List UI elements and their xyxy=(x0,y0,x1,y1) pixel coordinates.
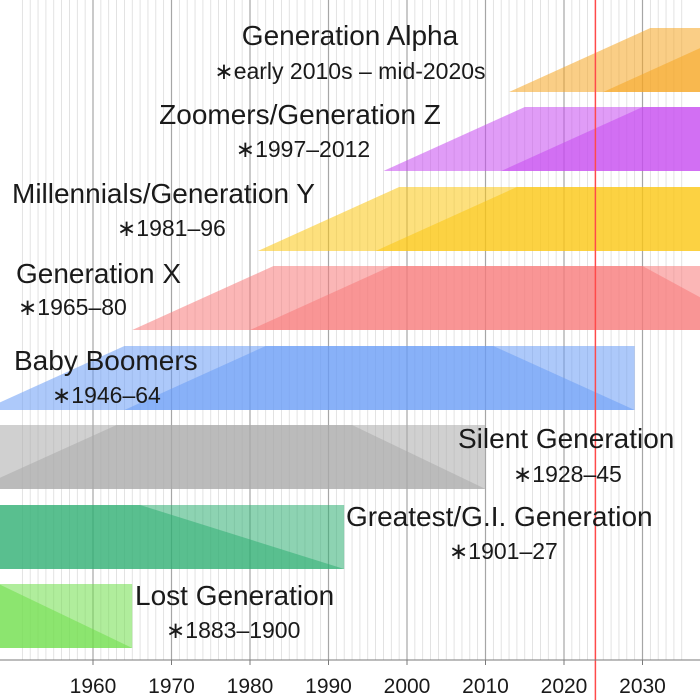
band-lost xyxy=(0,584,133,648)
generation-labels: Generation Alpha ∗early 2010s – mid-2020s… xyxy=(12,20,674,643)
generation-years-millennials: ∗1981–96 xyxy=(117,215,226,241)
band-lost-inner xyxy=(0,584,133,648)
generation-years-genz: ∗1997–2012 xyxy=(236,136,370,162)
generation-name-genx: Generation X xyxy=(16,258,181,289)
x-tick-label: 2020 xyxy=(541,675,588,698)
x-axis: 1960 1970 1980 1990 2000 2010 2020 2030 xyxy=(0,659,700,698)
band-millennials xyxy=(257,187,700,251)
x-tick-label: 1980 xyxy=(227,675,274,698)
generation-years-alpha: ∗early 2010s – mid-2020s xyxy=(214,58,485,84)
band-silent-inner xyxy=(0,425,486,489)
generation-name-alpha: Generation Alpha xyxy=(242,20,459,51)
x-tick-label: 2030 xyxy=(619,675,666,698)
generation-years-genx: ∗1965–80 xyxy=(18,294,127,320)
band-genz xyxy=(383,107,700,171)
band-greatest-inner xyxy=(0,505,345,569)
band-genx xyxy=(132,266,700,330)
band-genx-inner xyxy=(250,266,700,330)
x-tick-label: 1970 xyxy=(148,675,195,698)
band-boomers-inner xyxy=(124,346,635,410)
band-greatest xyxy=(0,505,345,569)
band-silent xyxy=(0,425,486,489)
generation-name-greatest: Greatest/G.I. Generation xyxy=(346,501,653,532)
generation-name-millennials: Millennials/Generation Y xyxy=(12,178,315,209)
band-alpha-inner xyxy=(603,48,700,92)
x-tick-label: 1960 xyxy=(70,675,117,698)
generation-years-silent: ∗1928–45 xyxy=(513,461,622,487)
generation-years-boomers: ∗1946–64 xyxy=(52,382,161,408)
generation-bands xyxy=(0,28,700,648)
x-tick-label: 2010 xyxy=(462,675,509,698)
generation-name-lost: Lost Generation xyxy=(135,580,334,611)
band-genz-inner xyxy=(501,107,700,171)
band-boomers xyxy=(0,346,635,410)
band-alpha xyxy=(509,28,700,92)
generation-name-boomers: Baby Boomers xyxy=(14,345,198,376)
generation-years-lost: ∗1883–1900 xyxy=(166,617,300,643)
generation-years-greatest: ∗1901–27 xyxy=(449,538,558,564)
generation-name-genz: Zoomers/Generation Z xyxy=(159,99,441,130)
x-tick-label: 2000 xyxy=(384,675,431,698)
band-millennials-inner xyxy=(375,187,700,251)
x-tick-label: 1990 xyxy=(305,675,352,698)
generation-name-silent: Silent Generation xyxy=(458,423,674,454)
